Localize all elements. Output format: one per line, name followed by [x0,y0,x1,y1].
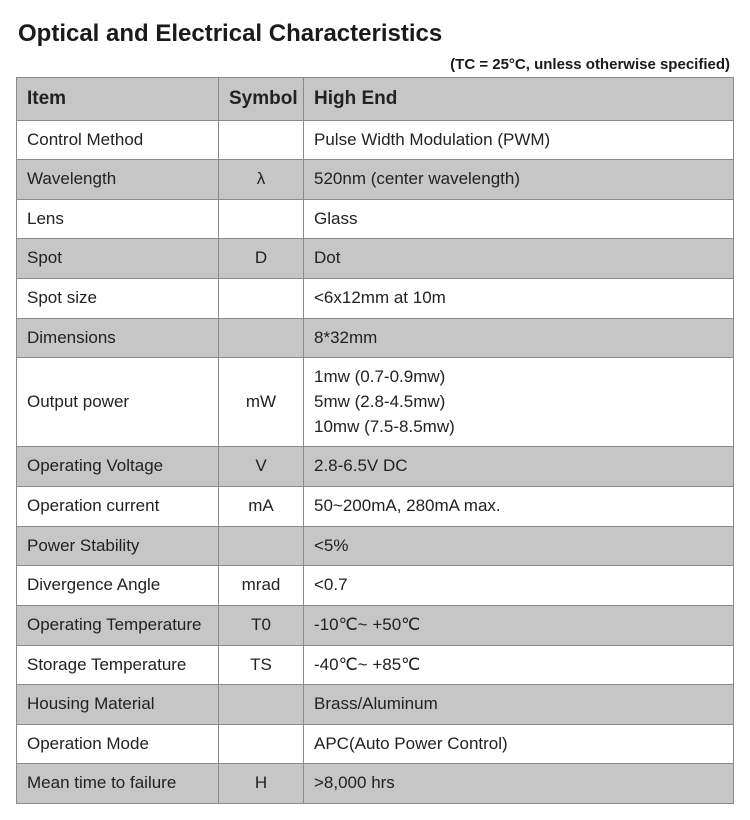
cell-value: APC(Auto Power Control) [304,724,734,764]
table-row: Mean time to failureH>8,000 hrs [17,764,734,804]
cell-value: 8*32mm [304,318,734,358]
cell-item: Lens [17,199,219,239]
table-row: Spot size <6x12mm at 10m [17,279,734,319]
table-row: Control Method Pulse Width Modulation (PW… [17,120,734,160]
cell-item: Divergence Angle [17,566,219,606]
col-header-value: High End [304,78,734,121]
specs-table: Item Symbol High End Control Method Pulse… [16,77,734,804]
cell-item: Mean time to failure [17,764,219,804]
cell-value: 50~200mA, 280mA max. [304,486,734,526]
table-row: Divergence Anglemrad<0.7 [17,566,734,606]
cell-item: Dimensions [17,318,219,358]
cell-item: Control Method [17,120,219,160]
cell-item: Spot [17,239,219,279]
cell-item: Housing Material [17,685,219,725]
cell-symbol [219,199,304,239]
cell-symbol [219,120,304,160]
cell-value: <0.7 [304,566,734,606]
cell-item: Spot size [17,279,219,319]
cell-symbol: λ [219,160,304,200]
table-row: Operation Mode APC(Auto Power Control) [17,724,734,764]
cell-value: <5% [304,526,734,566]
table-row: Dimensions 8*32mm [17,318,734,358]
cell-item: Operating Voltage [17,447,219,487]
table-row: Lens Glass [17,199,734,239]
cell-value: Brass/Aluminum [304,685,734,725]
cell-value: Dot [304,239,734,279]
table-row: Wavelengthλ520nm (center wavelength) [17,160,734,200]
table-row: Storage TemperatureTS-40℃~ +85℃ [17,645,734,685]
cell-symbol: D [219,239,304,279]
table-row: Housing Material Brass/Aluminum [17,685,734,725]
cell-symbol: mW [219,358,304,447]
table-row: Operating VoltageV2.8-6.5V DC [17,447,734,487]
cell-symbol: V [219,447,304,487]
cell-value: -40℃~ +85℃ [304,645,734,685]
table-row: Output powermW1mw (0.7-0.9mw) 5mw (2.8-4… [17,358,734,447]
cell-value: Pulse Width Modulation (PWM) [304,120,734,160]
cell-value: >8,000 hrs [304,764,734,804]
cell-value: Glass [304,199,734,239]
cell-value: 2.8-6.5V DC [304,447,734,487]
cell-symbol [219,279,304,319]
cell-value: 520nm (center wavelength) [304,160,734,200]
table-row: Operating TemperatureT0-10℃~ +50℃ [17,605,734,645]
cell-item: Wavelength [17,160,219,200]
cell-item: Storage Temperature [17,645,219,685]
cell-item: Operation current [17,486,219,526]
cell-item: Operating Temperature [17,605,219,645]
condition-note: (TC = 25°C, unless otherwise specified) [16,56,730,73]
cell-value: <6x12mm at 10m [304,279,734,319]
col-header-symbol: Symbol [219,78,304,121]
cell-value: -10℃~ +50℃ [304,605,734,645]
cell-symbol [219,526,304,566]
cell-symbol: mA [219,486,304,526]
page-title: Optical and Electrical Characteristics [18,20,734,48]
cell-item: Power Stability [17,526,219,566]
cell-symbol: T0 [219,605,304,645]
table-header-row: Item Symbol High End [17,78,734,121]
table-row: Power Stability <5% [17,526,734,566]
cell-item: Operation Mode [17,724,219,764]
cell-symbol: H [219,764,304,804]
cell-symbol [219,318,304,358]
table-row: SpotDDot [17,239,734,279]
table-row: Operation currentmA50~200mA, 280mA max. [17,486,734,526]
cell-value: 1mw (0.7-0.9mw) 5mw (2.8-4.5mw) 10mw (7.… [304,358,734,447]
cell-symbol [219,685,304,725]
cell-symbol [219,724,304,764]
cell-symbol: mrad [219,566,304,606]
cell-item: Output power [17,358,219,447]
col-header-item: Item [17,78,219,121]
cell-symbol: TS [219,645,304,685]
